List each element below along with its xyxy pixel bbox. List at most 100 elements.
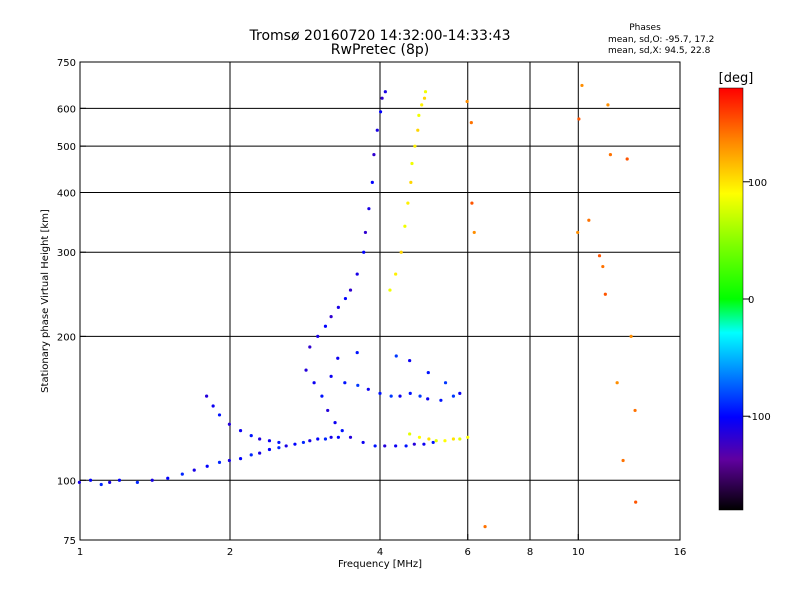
data-point	[355, 350, 359, 355]
y-tick-label: 100	[57, 476, 76, 487]
data-point	[88, 478, 93, 482]
data-point	[366, 387, 370, 391]
data-point	[580, 83, 584, 88]
x-tick-label: 1	[77, 547, 83, 558]
data-point	[362, 250, 366, 254]
y-tick-label: 500	[57, 142, 76, 153]
data-point	[336, 435, 340, 439]
x-tick-label: 4	[377, 547, 383, 558]
data-point	[621, 458, 625, 463]
data-point	[329, 374, 333, 378]
data-point	[394, 444, 398, 448]
data-point	[413, 144, 417, 148]
data-point	[336, 305, 340, 309]
data-point	[408, 358, 412, 363]
data-point	[470, 201, 474, 205]
data-point	[363, 230, 368, 235]
data-point	[423, 90, 428, 94]
data-point	[217, 413, 222, 417]
y-tick-label: 750	[57, 58, 76, 69]
data-point	[597, 254, 602, 258]
colorbar-ticks: 100 0 -100	[743, 178, 771, 423]
data-point	[606, 103, 610, 107]
data-point	[316, 334, 320, 338]
data-point	[422, 96, 427, 100]
x-tick-label: 10	[572, 547, 585, 558]
data-point	[361, 440, 365, 445]
data-point	[404, 444, 408, 448]
data-point	[469, 121, 473, 125]
colorbar-tick-label: 100	[748, 178, 767, 189]
data-point	[367, 207, 371, 211]
data-point	[427, 437, 431, 441]
data-point	[336, 356, 340, 360]
data-point	[211, 404, 215, 408]
colorbar-tick-label: -100	[748, 412, 771, 423]
data-point	[375, 128, 379, 132]
data-point	[284, 444, 288, 448]
data-point	[378, 391, 382, 395]
phases-header: Phases	[629, 23, 661, 33]
data-point	[258, 451, 262, 455]
data-point	[379, 110, 383, 114]
y-tick-label: 400	[57, 188, 76, 199]
data-point	[398, 394, 402, 398]
data-point	[380, 96, 384, 100]
data-point	[458, 437, 462, 441]
data-point	[601, 264, 605, 269]
data-point	[150, 478, 154, 482]
data-point	[192, 468, 196, 472]
data-point	[426, 370, 430, 375]
data-point	[383, 90, 387, 94]
data-point	[373, 444, 377, 448]
data-point	[277, 446, 281, 450]
data-point	[267, 439, 272, 443]
data-point	[451, 437, 456, 441]
data-point	[293, 442, 297, 446]
data-point	[333, 421, 337, 425]
data-point	[308, 439, 312, 443]
y-tick-label: 600	[57, 104, 76, 115]
data-point	[267, 447, 272, 452]
data-point	[329, 315, 333, 319]
data-point	[355, 272, 359, 276]
data-point	[135, 480, 139, 484]
data-point	[308, 345, 312, 349]
data-point	[258, 437, 262, 441]
data-point	[458, 391, 462, 395]
data-point	[443, 381, 448, 385]
data-point	[356, 383, 360, 387]
data-point	[383, 444, 387, 448]
data-point	[634, 500, 638, 504]
data-point	[323, 437, 328, 441]
data-point	[301, 440, 306, 445]
axis-ticks: 1 2 4 6 8 10 16 75 100 200 300 400 500 600 750	[57, 58, 686, 558]
x-tick-label: 8	[527, 547, 533, 558]
y-tick-label: 200	[57, 332, 76, 343]
data-point	[304, 368, 308, 372]
colorbar-label: [deg]	[719, 71, 754, 86]
chart-title: Tromsø 20160720 14:32:00-14:33:43	[249, 28, 511, 44]
data-point	[340, 429, 344, 433]
x-axis-label: Frequency [MHz]	[338, 559, 422, 570]
data-point	[410, 161, 414, 166]
data-point	[217, 460, 222, 464]
data-point	[205, 464, 209, 468]
data-point	[417, 435, 422, 439]
data-point	[577, 117, 581, 121]
data-point	[249, 434, 253, 438]
data-point	[329, 435, 333, 439]
data-point	[431, 440, 435, 445]
data-point	[466, 435, 470, 439]
data-point	[443, 439, 447, 443]
data-point	[394, 272, 398, 276]
x-tick-label: 16	[674, 547, 687, 558]
data-point	[316, 437, 320, 441]
data-point	[389, 394, 393, 398]
data-point	[323, 324, 328, 328]
y-tick-label: 75	[63, 536, 76, 547]
data-point	[418, 394, 422, 398]
data-point	[348, 288, 353, 292]
data-point	[408, 391, 412, 395]
